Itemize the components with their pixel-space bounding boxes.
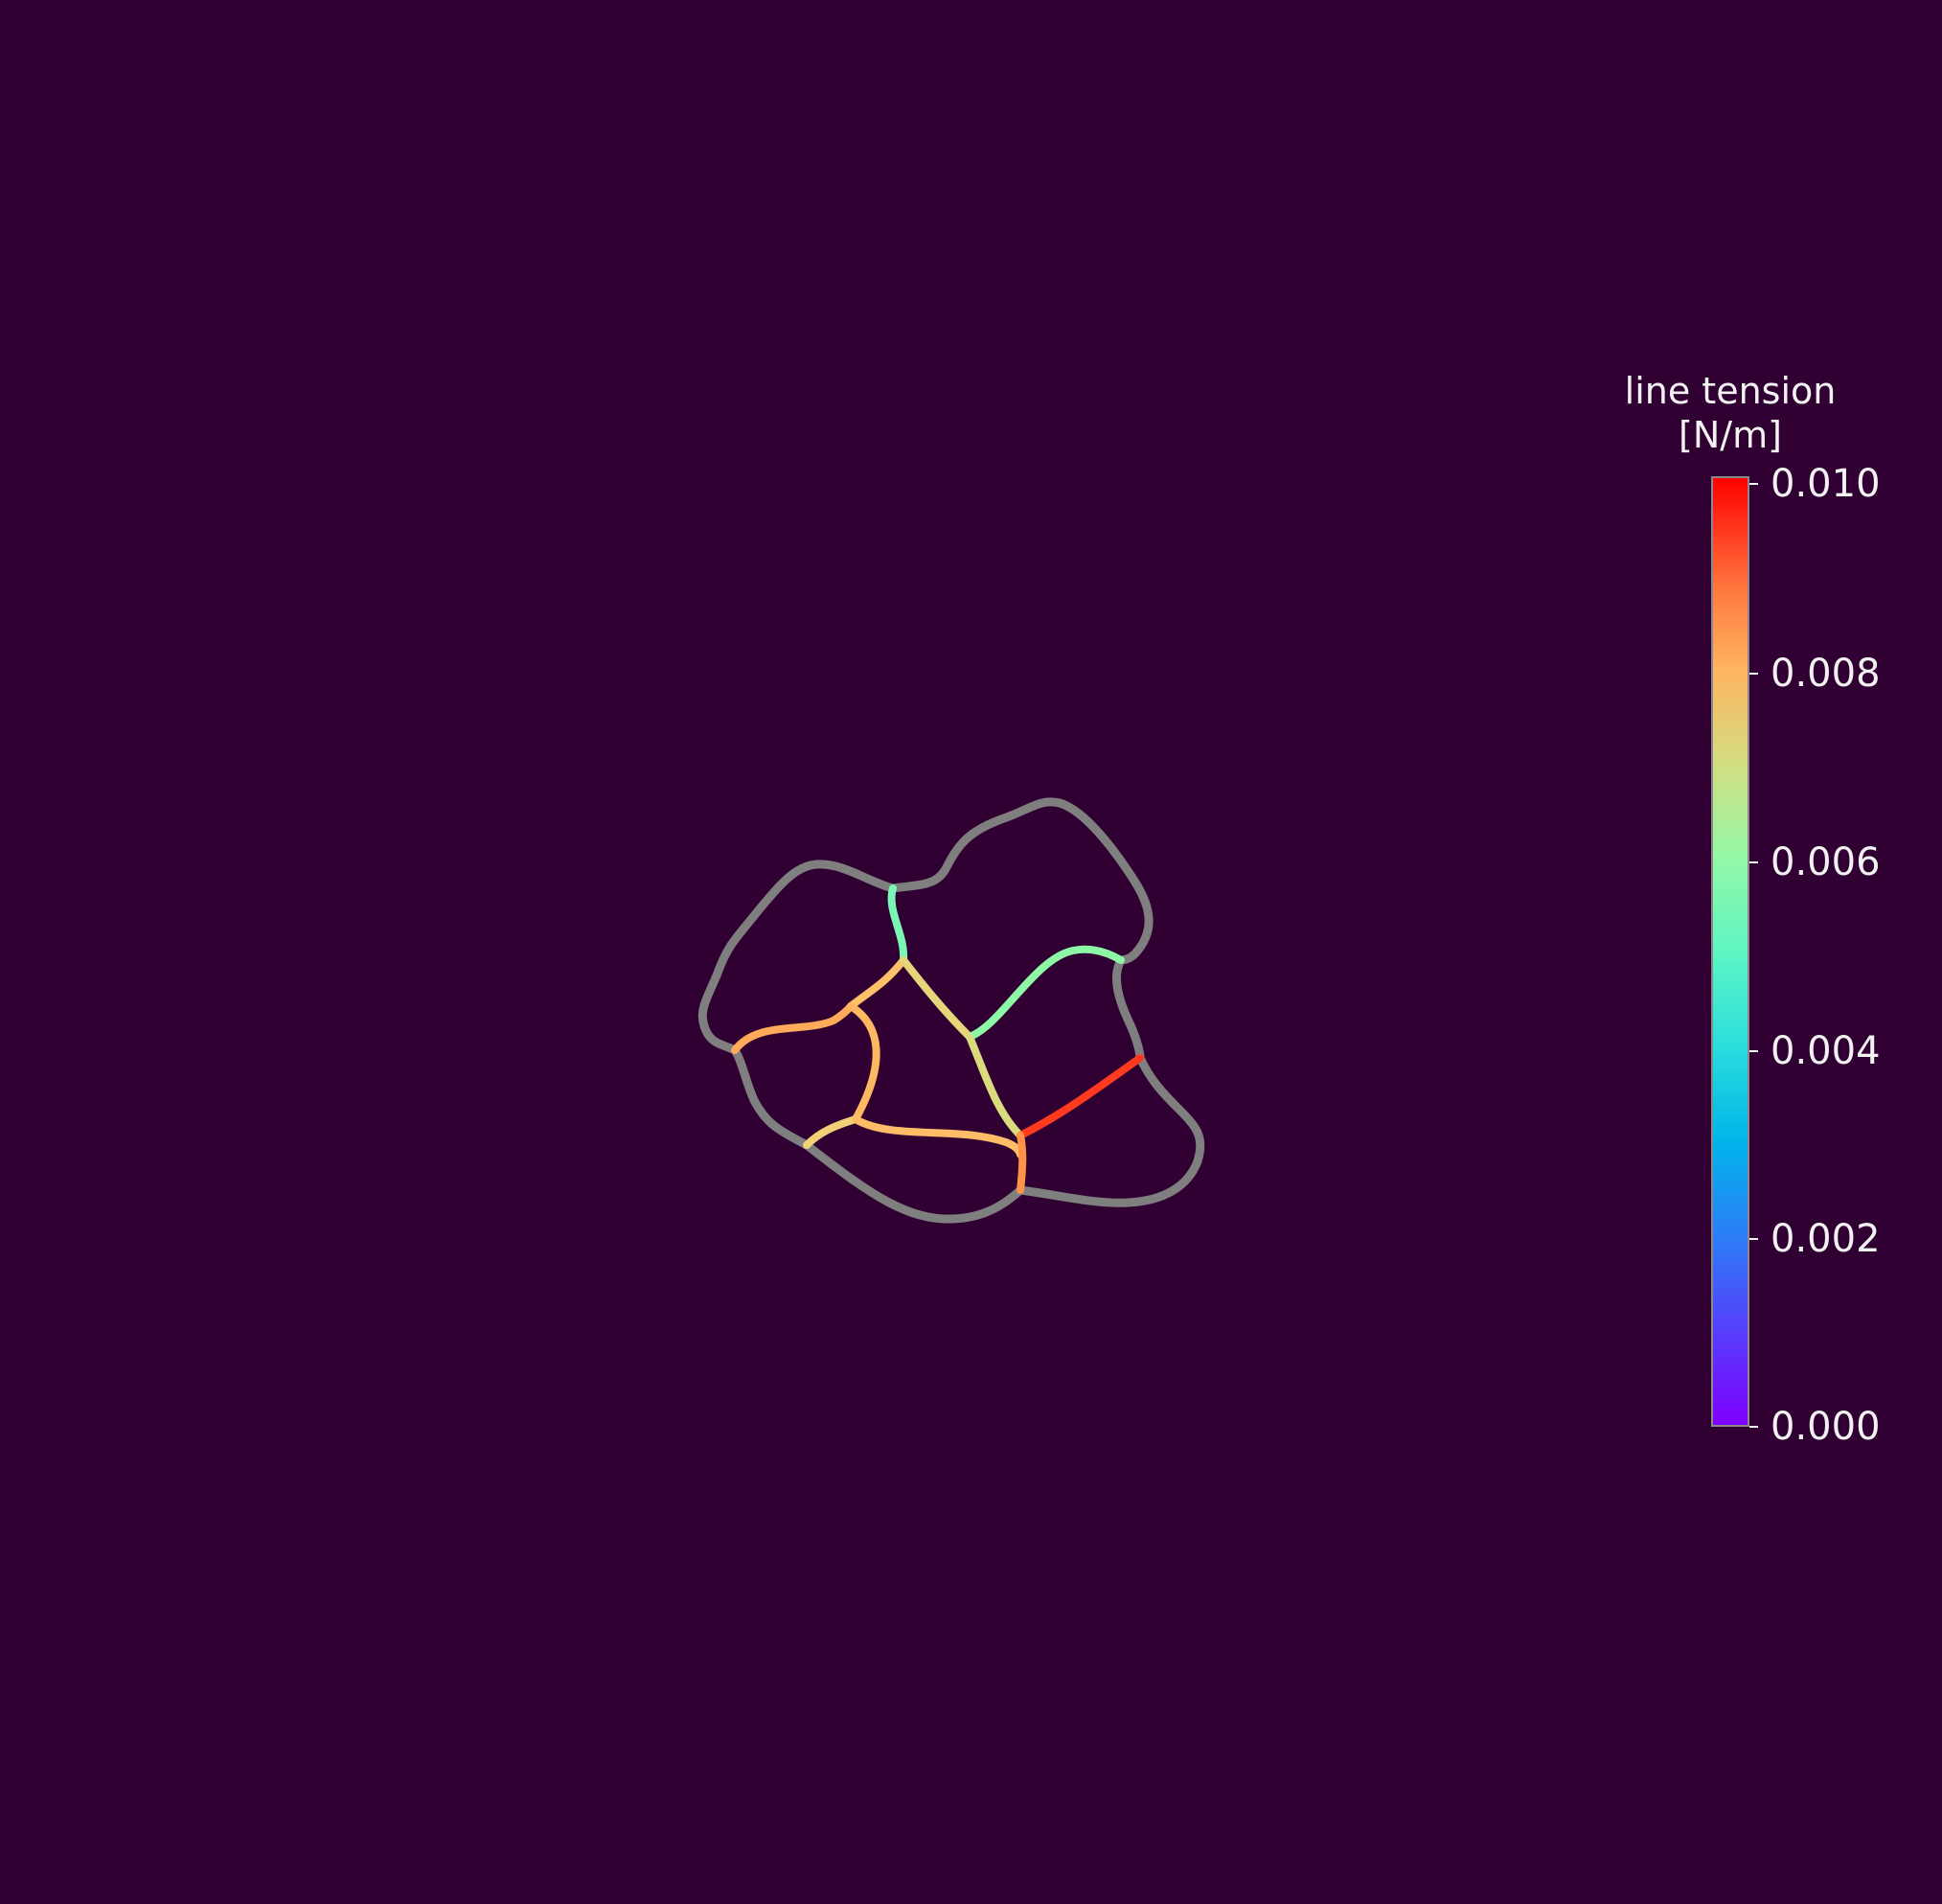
- colorbar-tick: [1749, 861, 1758, 863]
- colorbar-tick: [1749, 1426, 1758, 1428]
- boundary-edge: [888, 797, 1154, 965]
- boundary-edge: [802, 1140, 1025, 1224]
- edge-lower-right-vertical: [1017, 1132, 1027, 1194]
- edge-red-to-right: [1017, 1054, 1144, 1139]
- boundary-edge: [697, 860, 898, 1055]
- edge-center-down: [966, 1033, 1024, 1139]
- edge-top-to-left-junction: [847, 956, 907, 1010]
- colorbar-tick-label: 0.000: [1771, 1405, 1881, 1449]
- edge-top-to-center: [900, 956, 973, 1041]
- colorbar-title-line2: [N/m]: [1679, 414, 1782, 456]
- boundary-edge: [1016, 1053, 1205, 1207]
- colorbar-tick: [1749, 673, 1758, 675]
- colorbar-tick-label: 0.004: [1771, 1029, 1881, 1073]
- boundary-edge: [730, 1045, 811, 1150]
- colorbar-tick: [1749, 1050, 1758, 1052]
- colorbar-title-line1: line tension: [1624, 370, 1837, 412]
- internal-edges: [731, 884, 1144, 1194]
- edge-lower-left-short: [803, 1115, 859, 1149]
- edge-left-junction-down: [847, 1002, 880, 1123]
- edge-lower-middle: [852, 1115, 1024, 1158]
- boundary-edges: [697, 797, 1205, 1224]
- colorbar-tick-label: 0.002: [1771, 1217, 1881, 1261]
- edge-left-arc: [731, 1002, 855, 1054]
- colorbar-tick: [1749, 1238, 1758, 1240]
- edge-center-to-right-arc: [966, 945, 1125, 1041]
- edge-vertical-top: [887, 884, 908, 964]
- colorbar-tick-label: 0.008: [1771, 652, 1881, 696]
- colorbar-title: line tension [N/m]: [1558, 369, 1903, 457]
- colorbar-tick-label: 0.010: [1771, 462, 1881, 506]
- colorbar-tick: [1749, 483, 1758, 485]
- colorbar-tick-label: 0.006: [1771, 840, 1881, 884]
- colorbar-gradient: [1711, 476, 1749, 1427]
- boundary-edge: [1111, 955, 1145, 1063]
